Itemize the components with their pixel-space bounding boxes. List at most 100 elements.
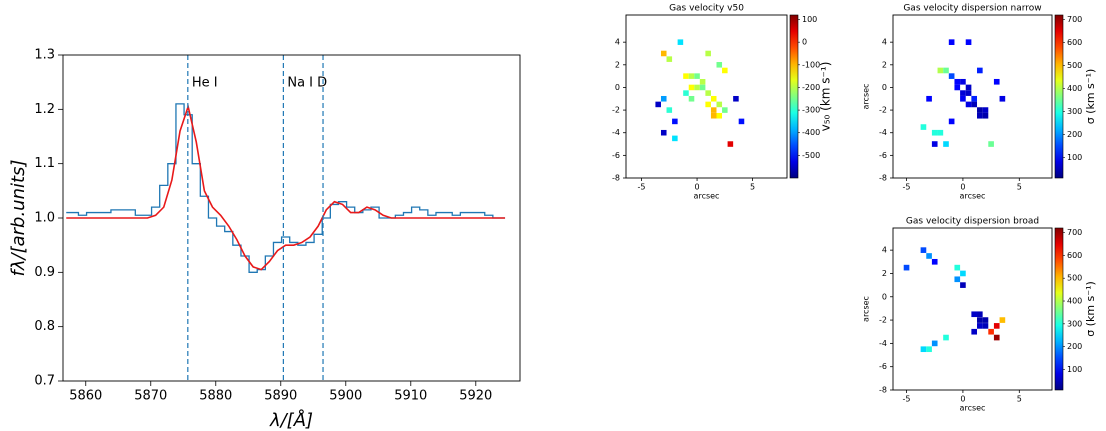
colorbar-tick-label: 600	[1067, 251, 1082, 260]
map-pixel	[716, 112, 723, 119]
map-pixel	[960, 90, 966, 96]
map-pixel	[683, 90, 689, 96]
map-pixel	[694, 84, 700, 91]
y-tick-label: 1.1	[34, 156, 55, 171]
map-pixel	[694, 73, 700, 79]
x-tick-label: -5	[903, 395, 911, 404]
map-pixel	[971, 101, 978, 108]
y-axis-label: arcsec	[862, 296, 871, 322]
y-axis-label: fλ/[arb.units]	[8, 160, 29, 277]
colorbar-tick-label: 300	[1067, 107, 1082, 116]
colorbar-tick-label: 100	[802, 15, 817, 24]
map-pixel	[660, 50, 667, 57]
map-pixel	[705, 101, 711, 108]
map-pixel	[672, 118, 678, 125]
colorbar-tick-label: 500	[1067, 61, 1082, 70]
colorbar-tick-label: -100	[802, 60, 820, 69]
map-pixel	[683, 73, 689, 79]
x-tick-label: 5910	[394, 389, 427, 404]
colorbar-tick-label: -300	[802, 106, 820, 115]
line-annotation: He I	[192, 76, 218, 91]
y-tick-label: 2	[882, 269, 887, 278]
y-tick-label: 0	[615, 83, 620, 92]
plot-frame	[892, 14, 1053, 179]
y-tick-label: 4	[882, 38, 887, 47]
map-pixel	[722, 107, 728, 113]
map-pixel	[948, 39, 955, 45]
x-axis-label: arcsec	[694, 192, 720, 201]
map-pixel	[960, 270, 966, 277]
colorbar-tick-label: -400	[802, 128, 820, 137]
map-pixel	[920, 124, 927, 130]
plot-frame	[892, 227, 1053, 391]
map-pixel	[926, 95, 932, 102]
map-pixel	[977, 323, 983, 329]
y-tick-label: -4	[879, 128, 887, 137]
x-tick-label: 0	[960, 395, 965, 404]
y-tick-label: -6	[879, 362, 887, 371]
map-pixel	[960, 95, 966, 102]
colorbar-label: σ (km s⁻¹)	[1084, 69, 1097, 125]
map-pixel	[920, 346, 927, 353]
map-pixel	[727, 141, 734, 147]
x-tick-label: 5870	[134, 389, 167, 404]
map-pixel	[943, 141, 949, 147]
map-pixel	[655, 101, 661, 108]
map-pixel	[931, 258, 938, 265]
x-tick-label: 5	[1017, 395, 1022, 404]
map-pixel	[993, 334, 1000, 341]
map-pixel	[971, 311, 978, 318]
map-pixel	[931, 141, 938, 147]
x-tick-label: 5860	[69, 389, 102, 404]
colorbar-tick-label: 200	[1067, 342, 1082, 351]
x-tick-label: 0	[960, 183, 965, 192]
y-axis-label: arcsec	[862, 84, 871, 110]
x-axis-label: arcsec	[960, 404, 986, 413]
map-pixel	[999, 317, 1006, 323]
map-pixel	[937, 129, 944, 136]
map-pixel	[672, 135, 678, 142]
map-pixel	[960, 282, 966, 288]
x-tick-label: 5880	[199, 389, 232, 404]
y-tick-label: -8	[879, 174, 887, 183]
map-pixel	[960, 78, 966, 85]
chart-title: Gas velocity v50	[669, 4, 744, 14]
map-pixel	[943, 334, 949, 341]
map-pixel	[716, 62, 723, 68]
x-tick-label: 5	[750, 183, 755, 192]
map-pixel	[954, 264, 961, 271]
spectrum-line	[66, 103, 506, 271]
map-pixel	[677, 39, 684, 45]
y-tick-label: -2	[879, 316, 887, 325]
map-pixel	[971, 328, 978, 335]
map-pixel	[710, 95, 717, 102]
plot-frame	[62, 54, 521, 382]
y-tick-label: -8	[612, 174, 620, 183]
map-pixel	[722, 67, 728, 74]
x-tick-label: 5920	[459, 389, 492, 404]
map-pixel	[977, 67, 983, 74]
map-pixel	[660, 95, 667, 102]
map-pixel	[688, 84, 695, 91]
colorbar-tick-label: 100	[1067, 153, 1082, 162]
map-pixel	[903, 264, 910, 271]
map-pixel	[971, 95, 978, 102]
map-pixel	[982, 317, 989, 323]
colorbar-tick-label: 300	[1067, 319, 1082, 328]
colorbar	[1054, 227, 1064, 391]
colorbar-tick-label: 100	[1067, 365, 1082, 374]
y-tick-label: 2	[615, 60, 620, 69]
map-pixel	[699, 84, 706, 91]
map-pixel	[666, 107, 673, 113]
map-pixel	[982, 107, 989, 113]
map-pixel	[977, 107, 983, 113]
map-pixel	[716, 101, 723, 108]
y-tick-label: 1.2	[34, 102, 55, 117]
colorbar-tick-label: 400	[1067, 297, 1082, 306]
y-tick-label: 1.0	[34, 211, 55, 226]
map-pixel	[988, 141, 994, 147]
colorbar-tick-label: 200	[1067, 130, 1082, 139]
y-tick-label: -4	[612, 128, 620, 137]
y-tick-label: -8	[879, 386, 887, 395]
